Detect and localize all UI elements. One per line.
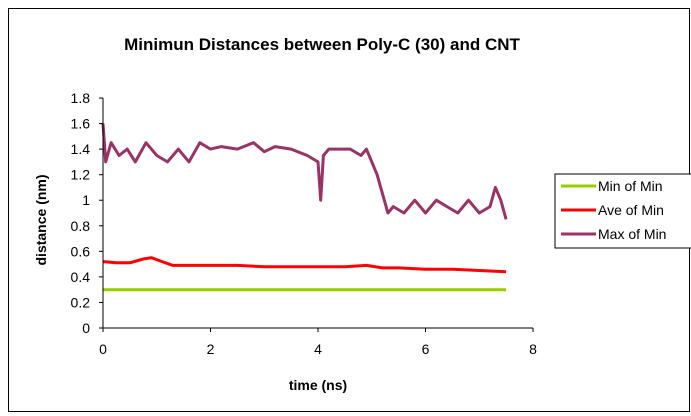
x-axis-label: time (ns) (289, 377, 347, 393)
x-tick-label: 4 (314, 341, 322, 357)
y-tick-label: 0 (82, 320, 90, 336)
x-tick-label: 2 (207, 341, 215, 357)
y-tick-label: 0.4 (71, 269, 91, 285)
y-tick-label: 1.8 (71, 90, 91, 106)
x-tick-label: 0 (99, 341, 107, 357)
y-tick-label: 1.4 (71, 141, 91, 157)
y-tick-label: 0.6 (71, 243, 91, 259)
series-line-ave-of-min (102, 256, 507, 274)
y-axis-label: distance (nm) (33, 174, 49, 265)
plot-area (101, 123, 508, 292)
y-tick-label: 1.6 (71, 116, 91, 132)
legend: Min of Min Ave of Min Max of Min (554, 173, 691, 249)
y-tick-label: 0.2 (71, 294, 91, 310)
series-line-max-of-min (101, 123, 508, 220)
legend-label: Max of Min (598, 226, 666, 242)
x-tick-label: 6 (422, 341, 430, 357)
y-tick-label: 1.2 (71, 167, 91, 183)
legend-label: Ave of Min (598, 202, 664, 218)
chart-title: Minimun Distances between Poly-C (30) an… (124, 35, 520, 54)
y-tick-label: 0.8 (71, 218, 91, 234)
x-tick-label: 8 (529, 341, 537, 357)
y-tick-label: 1 (82, 192, 90, 208)
y-axis: 0 0.2 0.4 0.6 0.8 1 1.2 1.4 1.6 1.8 (71, 90, 104, 336)
legend-label: Min of Min (598, 178, 663, 194)
x-axis: 0 2 4 6 8 (99, 327, 537, 357)
